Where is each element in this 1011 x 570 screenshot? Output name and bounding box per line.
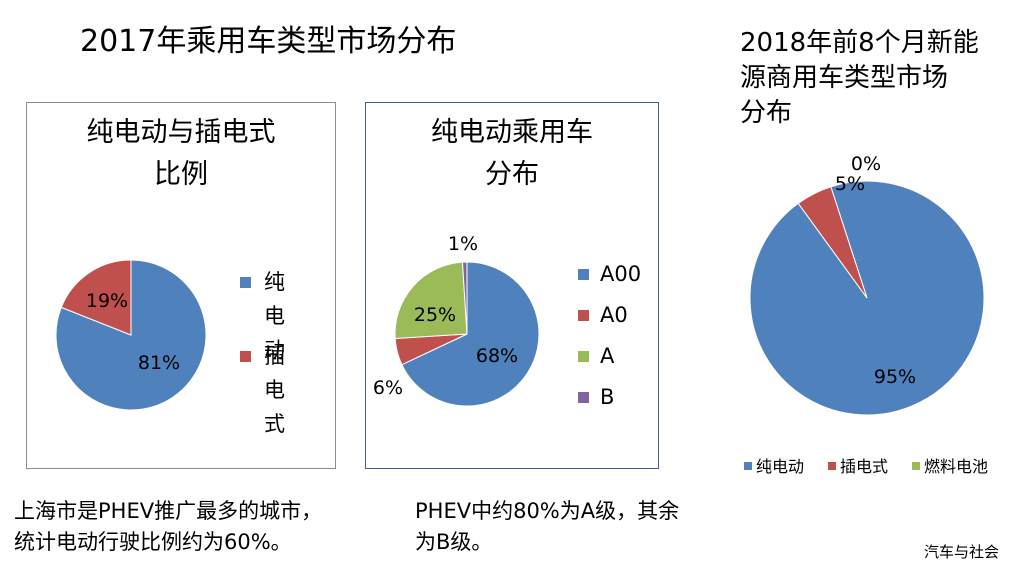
data-label-B: 1%	[448, 233, 478, 255]
note-left-line2: 统计电动行驶比例约为60%。	[14, 530, 292, 554]
chart-title-line1: 纯电动乘用车	[431, 117, 593, 148]
legend-label: A0	[600, 303, 628, 327]
legend-label: A	[600, 344, 615, 368]
chart-title-line2: 分布	[485, 159, 539, 190]
legend-label-bev: 纯电动	[264, 270, 285, 362]
legend-swatch-red	[240, 351, 251, 362]
data-label-纯电动: 95%	[874, 366, 916, 388]
legend-item-燃料电池: 燃料电池	[912, 453, 988, 477]
legend-swatch	[828, 462, 836, 470]
right-title-line3: 分布	[740, 98, 793, 128]
pie-slice-A	[394, 261, 468, 340]
note-left: 上海市是PHEV推广最多的城市， 统计电动行驶比例约为60%。	[14, 496, 322, 558]
legend-swatch	[578, 310, 589, 321]
legend-label: 纯电动	[756, 457, 805, 476]
pie-slice-插电式	[60, 259, 132, 336]
legend-swatch	[578, 351, 589, 362]
right-title-line1: 2018年前8个月新能	[740, 28, 979, 58]
note-middle-line2: 为B级。	[415, 530, 493, 554]
data-label-纯电动: 81%	[138, 352, 180, 374]
note-left-line1: 上海市是PHEV推广最多的城市，	[14, 499, 323, 523]
legend-swatch	[744, 462, 752, 470]
legend-label: 燃料电池	[924, 457, 989, 476]
right-chart-title: 2018年前8个月新能 源商用车类型市场 分布	[740, 26, 1005, 131]
chart-title-line1: 纯电动与插电式	[86, 117, 276, 148]
data-label-A: 25%	[414, 304, 456, 326]
pie-chart-2: 68% 6% 25% 1%	[373, 233, 540, 407]
chart-title-line2: 比例	[154, 159, 208, 190]
pie-panel-phev-ratio: 纯电动与插电式 比例 81% 19% 纯电动 插电式	[26, 102, 336, 469]
legend-swatch-blue	[240, 277, 251, 288]
pie-panel-bev-distribution: 纯电动乘用车 分布 68% 6% 25% 1% A00 A0 A B	[365, 102, 659, 469]
data-label-A00: 68%	[476, 345, 518, 367]
note-middle-line1: PHEV中约80%为A级，其余	[415, 499, 680, 523]
pie-chart-1: 81% 19%	[55, 259, 207, 411]
legend-label-phev: 插电式	[264, 344, 285, 436]
note-middle: PHEV中约80%为A级，其余 为B级。	[415, 496, 679, 558]
legend-item-插电式: 插电式	[828, 453, 888, 477]
legend-swatch	[578, 269, 589, 280]
legend-swatch	[912, 462, 920, 470]
data-label-A0: 6%	[373, 377, 403, 399]
pie-slice-纯电动	[55, 259, 207, 411]
legend-swatch	[578, 392, 589, 403]
data-label-插电式: 19%	[86, 290, 128, 312]
legend-label: A00	[600, 262, 642, 286]
data-label-燃料电池: 0%	[851, 153, 881, 175]
legend-label: 插电式	[840, 457, 889, 476]
right-title-line2: 源商用车类型市场	[740, 63, 949, 93]
main-title: 2017年乘用车类型市场分布	[80, 24, 457, 59]
pie-slice-A00	[401, 261, 540, 407]
legend-label: B	[600, 385, 615, 409]
pie-slice-B	[461, 261, 468, 335]
legend-item-纯电动: 纯电动	[744, 453, 804, 477]
data-label-插电式: 5%	[835, 173, 865, 195]
watermark: 汽车与社会	[923, 543, 999, 561]
pie-slice-插电式	[797, 186, 868, 299]
